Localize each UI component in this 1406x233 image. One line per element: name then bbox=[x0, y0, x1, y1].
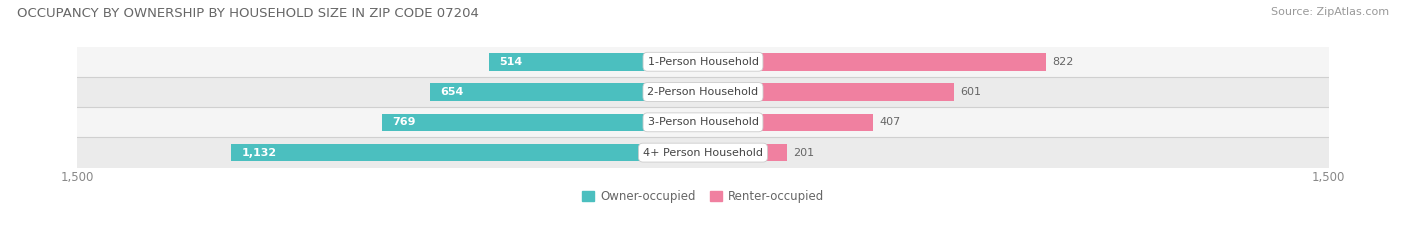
Text: 2-Person Household: 2-Person Household bbox=[647, 87, 759, 97]
Text: 1,132: 1,132 bbox=[242, 148, 277, 158]
Text: 769: 769 bbox=[392, 117, 416, 127]
Text: 601: 601 bbox=[960, 87, 981, 97]
Legend: Owner-occupied, Renter-occupied: Owner-occupied, Renter-occupied bbox=[578, 185, 828, 208]
Text: Source: ZipAtlas.com: Source: ZipAtlas.com bbox=[1271, 7, 1389, 17]
FancyBboxPatch shape bbox=[77, 47, 1329, 77]
Text: OCCUPANCY BY OWNERSHIP BY HOUSEHOLD SIZE IN ZIP CODE 07204: OCCUPANCY BY OWNERSHIP BY HOUSEHOLD SIZE… bbox=[17, 7, 479, 20]
Text: 822: 822 bbox=[1052, 57, 1074, 67]
FancyBboxPatch shape bbox=[77, 137, 1329, 168]
Bar bbox=[430, 83, 703, 101]
Bar bbox=[703, 53, 1046, 71]
Bar bbox=[382, 113, 703, 131]
Text: 4+ Person Household: 4+ Person Household bbox=[643, 148, 763, 158]
FancyBboxPatch shape bbox=[77, 77, 1329, 107]
Bar bbox=[703, 113, 873, 131]
Text: 514: 514 bbox=[499, 57, 522, 67]
Text: 1-Person Household: 1-Person Household bbox=[648, 57, 758, 67]
FancyBboxPatch shape bbox=[77, 107, 1329, 137]
Text: 654: 654 bbox=[440, 87, 464, 97]
Bar bbox=[703, 83, 953, 101]
Text: 407: 407 bbox=[879, 117, 900, 127]
Text: 201: 201 bbox=[793, 148, 814, 158]
Bar bbox=[489, 53, 703, 71]
Bar bbox=[703, 144, 787, 161]
Bar bbox=[231, 144, 703, 161]
Text: 3-Person Household: 3-Person Household bbox=[648, 117, 758, 127]
